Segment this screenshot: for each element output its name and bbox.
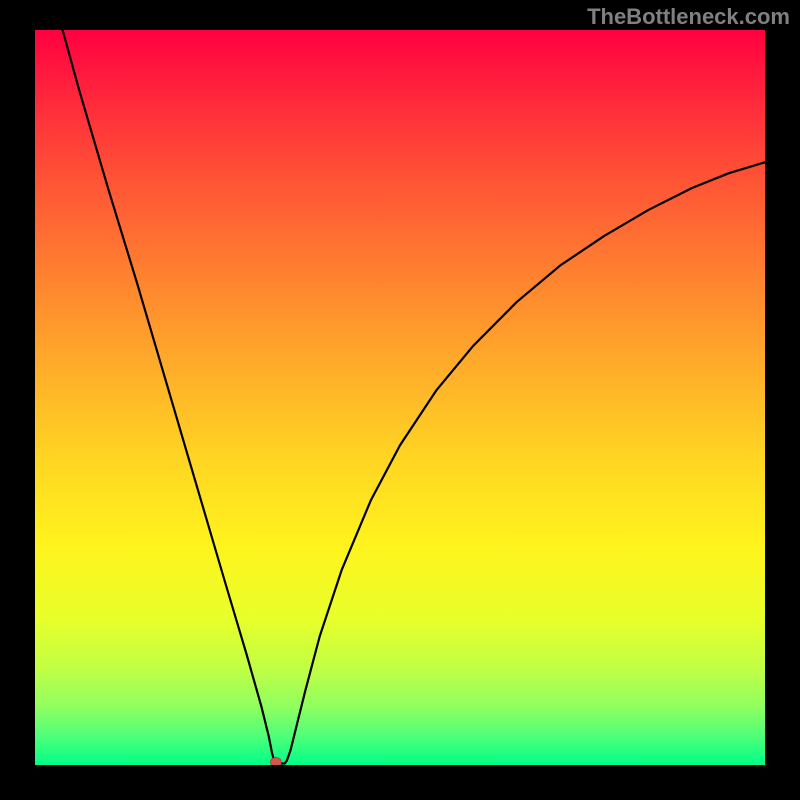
minimum-marker (270, 758, 281, 765)
gradient-background (35, 30, 765, 765)
watermark-text: TheBottleneck.com (587, 4, 790, 30)
bottleneck-chart (35, 30, 765, 765)
chart-frame: TheBottleneck.com (0, 0, 800, 800)
